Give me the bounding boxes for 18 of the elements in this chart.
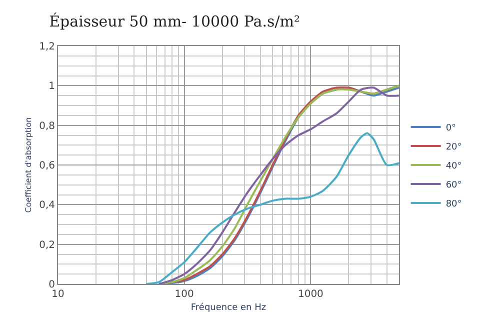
legend-label: 60° xyxy=(446,180,462,191)
legend-label: 0° xyxy=(446,124,456,134)
y-tick-label: 0 xyxy=(48,280,55,290)
legend-label: 40° xyxy=(446,162,462,172)
legend-label: 20° xyxy=(446,142,462,153)
legend-label: 80° xyxy=(446,200,462,210)
chart-title: Épaisseur 50 mm- 10000 Pa.s/m² xyxy=(49,12,300,31)
y-tick-label: 1,2 xyxy=(39,42,55,52)
y-tick-label: 1 xyxy=(48,81,55,92)
x-tick-label: 10 xyxy=(52,289,64,300)
x-axis-title: Fréquence en Hz xyxy=(190,302,266,313)
x-tick-label: 1000 xyxy=(298,289,324,300)
y-tick-label: 0,6 xyxy=(39,160,55,172)
y-tick-label: 0,2 xyxy=(39,240,55,251)
y-tick-label: 0,4 xyxy=(39,200,55,212)
y-tick-label: 0,8 xyxy=(39,120,55,132)
x-tick-label: 100 xyxy=(174,289,194,300)
y-axis-title: Coefficient d'absorption xyxy=(24,117,33,213)
